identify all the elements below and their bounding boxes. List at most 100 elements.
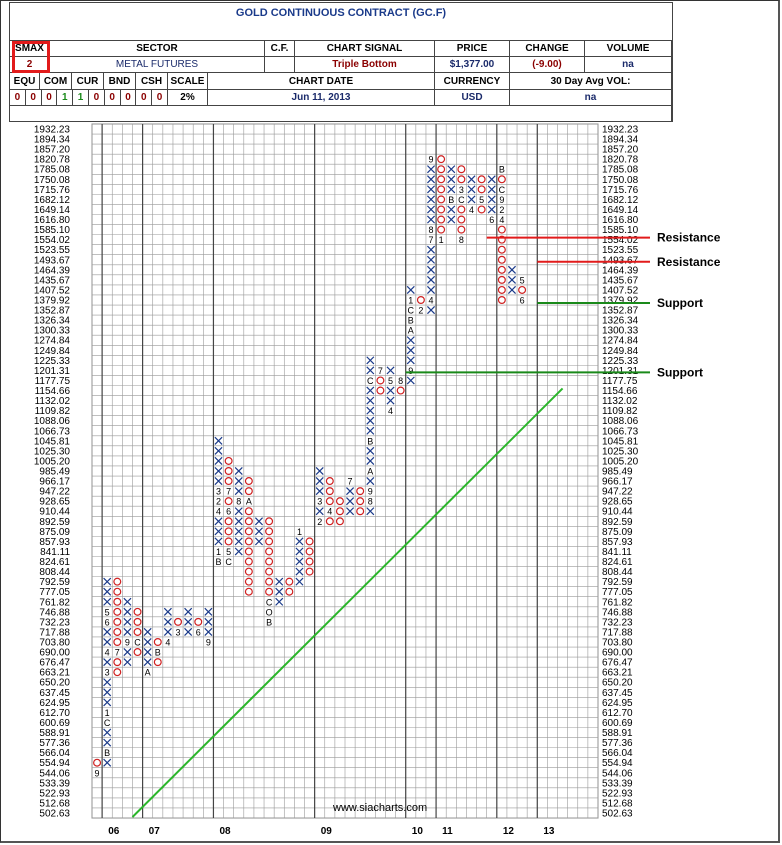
x-mark: [123, 658, 132, 667]
month-marker: 5: [388, 376, 393, 386]
o-mark: [437, 185, 446, 194]
score-value: 0: [136, 90, 153, 106]
x-mark: [103, 738, 112, 747]
y-tick-label-left: 1177.75: [35, 376, 71, 387]
y-tick-label-left: 761.82: [39, 597, 70, 608]
month-marker: 9: [499, 195, 504, 205]
x-tick-label: 06: [108, 826, 120, 837]
y-tick-label-left: 1435.67: [34, 275, 71, 286]
x-mark: [103, 678, 112, 687]
o-mark: [356, 497, 365, 506]
support-label: Support: [657, 365, 703, 379]
x-mark: [184, 617, 193, 626]
x-mark: [103, 587, 112, 596]
y-tick-label-left: 1616.80: [34, 215, 71, 226]
month-marker: 7: [429, 235, 434, 245]
y-tick-label-right: 612.70: [602, 708, 633, 719]
score-value: 0: [120, 90, 137, 106]
o-mark: [396, 386, 405, 395]
x-mark: [123, 627, 132, 636]
x-mark: [234, 466, 243, 476]
month-marker: 9: [206, 638, 211, 648]
o-mark: [133, 627, 142, 636]
o-mark: [244, 507, 253, 516]
x-mark: [163, 607, 172, 616]
y-tick-label-right: 544.06: [602, 768, 633, 779]
x-mark: [366, 366, 375, 375]
x-mark: [366, 386, 375, 395]
x-mark: [234, 527, 243, 536]
x-mark: [295, 547, 304, 556]
x-mark: [366, 396, 375, 405]
o-mark: [113, 597, 122, 606]
x-mark: [103, 658, 112, 667]
x-mark: [275, 597, 284, 606]
x-mark: [426, 195, 436, 204]
chart-signal-value: Triple Bottom: [295, 57, 435, 73]
y-tick-label-left: 857.93: [39, 537, 70, 548]
month-marker: 8: [459, 235, 464, 245]
o-mark: [376, 386, 385, 395]
equ-label: EQU: [10, 73, 40, 90]
o-mark: [457, 165, 466, 174]
o-mark: [437, 205, 446, 214]
month-marker: 9: [368, 487, 373, 497]
y-tick-label-left: 522.93: [39, 788, 70, 799]
x-mark: [234, 477, 243, 486]
month-marker: B: [408, 316, 414, 326]
x-mark: [366, 356, 375, 365]
o-mark: [93, 758, 102, 767]
month-marker: 8: [236, 497, 241, 507]
score-value: 1: [57, 90, 74, 106]
o-mark: [265, 527, 274, 536]
x-mark: [163, 627, 172, 636]
x-tick-label: 11: [442, 826, 453, 837]
o-mark: [437, 165, 446, 174]
x-mark: [487, 195, 496, 204]
month-marker: 4: [469, 205, 474, 215]
y-tick-label-right: 910.44: [602, 507, 633, 518]
y-tick-label-right: 928.65: [602, 497, 633, 508]
y-tick-label-right: 1025.30: [602, 446, 639, 457]
o-mark: [265, 587, 274, 596]
month-marker: 4: [327, 507, 332, 517]
x-mark: [295, 567, 304, 576]
month-marker: 6: [520, 296, 525, 306]
o-mark: [497, 175, 506, 184]
month-marker: 4: [105, 648, 110, 658]
x-mark: [406, 376, 415, 385]
cf-label: C.F.: [265, 40, 295, 57]
com-label: COM: [40, 73, 72, 90]
y-tick-label-right: 1554.02: [602, 235, 639, 246]
y-tick-label-right: 502.63: [602, 809, 633, 820]
o-mark: [265, 567, 274, 576]
score-value: 0: [104, 90, 121, 106]
watermark-text: www.siacharts.com: [333, 802, 428, 814]
o-mark: [285, 587, 294, 596]
o-mark: [497, 265, 506, 274]
y-tick-label-left: 690.00: [39, 648, 70, 659]
month-marker: 5: [479, 195, 484, 205]
y-tick-label-right: 533.39: [602, 778, 633, 789]
x-mark: [426, 306, 436, 315]
y-tick-label-left: 1066.73: [34, 426, 71, 437]
month-marker: 9: [95, 768, 100, 778]
x-mark: [315, 466, 324, 476]
o-mark: [356, 507, 365, 516]
x-mark: [204, 617, 213, 626]
chart-signal-label: CHART SIGNAL: [295, 40, 435, 57]
x-mark: [103, 637, 112, 647]
x-mark: [214, 446, 223, 455]
x-tick-label: 08: [220, 826, 232, 837]
y-tick-label-right: 1464.39: [602, 265, 639, 276]
y-tick-label-right: 717.88: [602, 627, 633, 638]
x-mark: [386, 366, 395, 375]
y-tick-label-left: 875.09: [39, 527, 70, 538]
chart-date-label: CHART DATE: [208, 73, 435, 90]
y-tick-label-right: 1274.84: [602, 336, 639, 347]
o-mark: [325, 477, 334, 486]
o-mark: [497, 245, 506, 254]
x-tick-label: 13: [543, 826, 555, 837]
x-mark: [346, 487, 355, 496]
y-tick-label-left: 1274.84: [34, 336, 71, 347]
